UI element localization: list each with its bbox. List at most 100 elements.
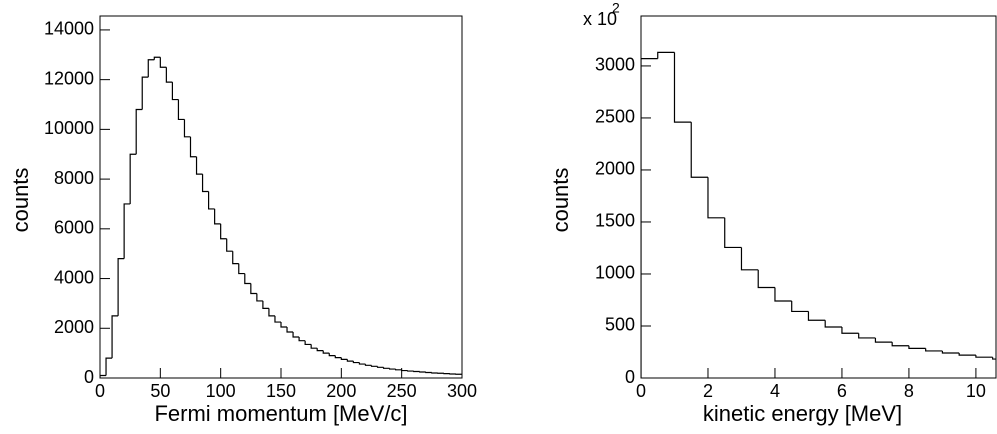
histogram-bin xyxy=(292,332,300,338)
y-tick-label: 500 xyxy=(605,315,635,335)
histogram-bin xyxy=(958,353,976,356)
y-tick-label: 0 xyxy=(84,367,94,387)
y-tick-label: 4000 xyxy=(54,267,94,287)
histogram-bin xyxy=(941,350,960,354)
histogram-bin xyxy=(382,367,390,369)
histogram-bin xyxy=(214,208,221,225)
x-tick-label: 4 xyxy=(770,381,780,401)
histogram-bin xyxy=(171,82,179,101)
y-tick-label: 14000 xyxy=(44,19,94,39)
histogram-bin xyxy=(858,333,876,339)
y-tick-label: 10000 xyxy=(44,118,94,138)
histogram-bin xyxy=(975,355,993,358)
histogram-bin xyxy=(791,301,809,313)
histogram-bin xyxy=(370,365,378,367)
histogram-bin xyxy=(165,67,173,83)
histogram-bin xyxy=(177,99,185,121)
y-tick-label: 1000 xyxy=(595,263,635,283)
histogram-bin xyxy=(117,258,125,316)
histogram-bin xyxy=(992,357,996,360)
histogram-bin xyxy=(316,348,324,352)
histogram-bin xyxy=(874,337,893,343)
histogram-bin xyxy=(673,52,692,123)
x-tick-label: 200 xyxy=(326,381,356,401)
histogram-bin xyxy=(310,344,318,349)
histogram-bin xyxy=(298,336,306,342)
histogram-bin xyxy=(183,119,191,138)
histogram-bin xyxy=(268,308,275,317)
histogram-bin xyxy=(389,368,396,370)
histogram-bin xyxy=(707,177,725,219)
histogram-bin xyxy=(657,51,675,59)
x-tick-label: 0 xyxy=(636,381,646,401)
histogram-bin xyxy=(195,156,203,175)
x-tick-label: 10 xyxy=(966,381,986,401)
x-tick-label: 150 xyxy=(266,381,296,401)
histogram-bin xyxy=(774,287,792,302)
histogram-bin xyxy=(232,251,239,265)
histogram xyxy=(641,51,996,378)
histogram-bin xyxy=(189,136,197,158)
y-multiplier: x 10 xyxy=(583,9,617,29)
y-tick-label: 12000 xyxy=(44,68,94,88)
histogram-bin xyxy=(401,369,408,372)
y-tick-label: 6000 xyxy=(54,218,94,238)
histogram-bin xyxy=(328,353,336,357)
histogram-bin xyxy=(100,374,107,378)
histogram-bin xyxy=(925,348,943,352)
y-tick-label: 3000 xyxy=(595,55,635,75)
histogram xyxy=(100,56,462,378)
histogram-bin xyxy=(153,56,161,60)
histogram-bin xyxy=(807,311,826,321)
histogram-bin xyxy=(891,342,909,347)
x-tick-label: 0 xyxy=(95,381,105,401)
histogram-bin xyxy=(208,191,215,210)
x-tick-label: 50 xyxy=(150,381,170,401)
histogram-bin xyxy=(757,269,775,289)
histogram-bin xyxy=(304,340,312,346)
histogram-bin xyxy=(824,320,842,328)
histogram-bin xyxy=(641,58,658,378)
histogram-bin xyxy=(376,366,384,368)
histogram-bin xyxy=(201,174,209,193)
histogram-bin xyxy=(123,203,131,259)
histogram-bin xyxy=(395,369,402,371)
x-tick-label: 6 xyxy=(837,381,847,401)
histogram-bin xyxy=(226,238,233,252)
histogram-bin xyxy=(238,263,245,275)
histogram-bin xyxy=(135,108,143,155)
histogram-bin xyxy=(147,59,155,78)
histogram-bin xyxy=(740,247,759,271)
histogram-bin xyxy=(358,362,366,365)
histogram-bin xyxy=(908,345,926,349)
histogram-bin xyxy=(724,217,742,249)
histogram-bin xyxy=(220,223,227,240)
x-tick-label: 100 xyxy=(206,381,236,401)
histogram-bin xyxy=(322,350,330,354)
histogram-bin xyxy=(286,327,294,333)
x-tick-label: 250 xyxy=(387,381,417,401)
histogram-bin xyxy=(262,300,269,309)
histogram-bin xyxy=(346,359,354,362)
histogram-bin xyxy=(352,361,360,364)
plot-frame xyxy=(640,15,997,379)
y-axis-label: counts xyxy=(548,168,573,233)
y-tick-label: 8000 xyxy=(54,168,94,188)
x-tick-label: 8 xyxy=(904,381,914,401)
histogram-bin xyxy=(280,322,288,328)
histogram-bin xyxy=(334,355,342,359)
y-tick-label: 2500 xyxy=(595,107,635,127)
y-tick-label: 2000 xyxy=(54,317,94,337)
histogram-bin xyxy=(250,283,257,295)
x-axis-label: Fermi momentum [MeV/c] xyxy=(154,401,407,426)
y-axis-label: counts xyxy=(8,168,33,233)
histogram-bin xyxy=(690,122,708,178)
histogram-bin xyxy=(111,315,119,359)
y-tick-label: 2000 xyxy=(595,159,635,179)
histogram-bin xyxy=(274,315,281,323)
x-tick-label: 2 xyxy=(703,381,713,401)
histogram-bin xyxy=(129,153,137,204)
y-multiplier-exponent: 2 xyxy=(612,0,620,16)
histogram-bin xyxy=(256,293,263,302)
